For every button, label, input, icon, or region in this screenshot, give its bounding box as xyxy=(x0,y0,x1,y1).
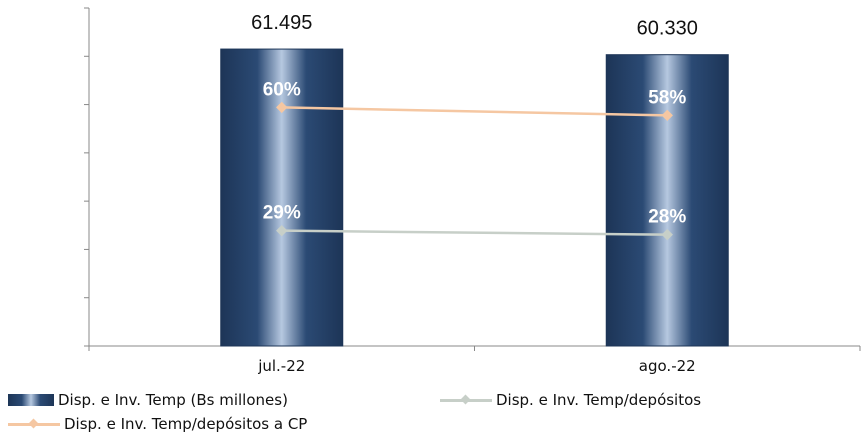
x-tick-label: ago.-22 xyxy=(639,357,696,375)
lines xyxy=(276,101,673,241)
legend-swatch-deposits-cp xyxy=(8,418,60,430)
bar-value-label: 61.495 xyxy=(251,12,312,34)
line-point xyxy=(661,229,673,241)
chart: jul.-22 ago.-22 61.495 60.330 60% 58% 29% 28% xyxy=(84,7,861,375)
x-tick-label: jul.-22 xyxy=(257,357,305,375)
legend-label-deposits-cp: Disp. e Inv. Temp/depósitos a CP xyxy=(64,415,308,433)
line-value-label: 60% xyxy=(263,79,301,100)
bar xyxy=(605,54,729,347)
legend-swatch-deposits xyxy=(440,394,492,406)
legend: Disp. e Inv. Temp (Bs millones) Disp. e … xyxy=(8,391,858,437)
line-value-label: 29% xyxy=(263,203,301,224)
bar xyxy=(220,48,344,347)
legend-swatch-bar xyxy=(8,394,54,406)
legend-item-deposits-cp: Disp. e Inv. Temp/depósitos a CP xyxy=(8,415,307,433)
bars xyxy=(220,48,729,347)
labels: jul.-22 ago.-22 61.495 60.330 60% 58% 29% 28% xyxy=(251,12,698,375)
bar-value-label: 60.330 xyxy=(637,18,698,40)
line-value-label: 28% xyxy=(648,207,686,228)
axes xyxy=(84,7,861,351)
legend-item-bar: Disp. e Inv. Temp (Bs millones) xyxy=(8,391,288,409)
series-line xyxy=(281,229,668,236)
series-line xyxy=(281,106,668,117)
legend-label-bar: Disp. e Inv. Temp (Bs millones) xyxy=(58,391,288,409)
legend-item-deposits: Disp. e Inv. Temp/depósitos xyxy=(440,391,701,409)
legend-label-deposits: Disp. e Inv. Temp/depósitos xyxy=(496,391,702,409)
line-point xyxy=(276,225,288,237)
line-value-label: 58% xyxy=(648,87,686,108)
